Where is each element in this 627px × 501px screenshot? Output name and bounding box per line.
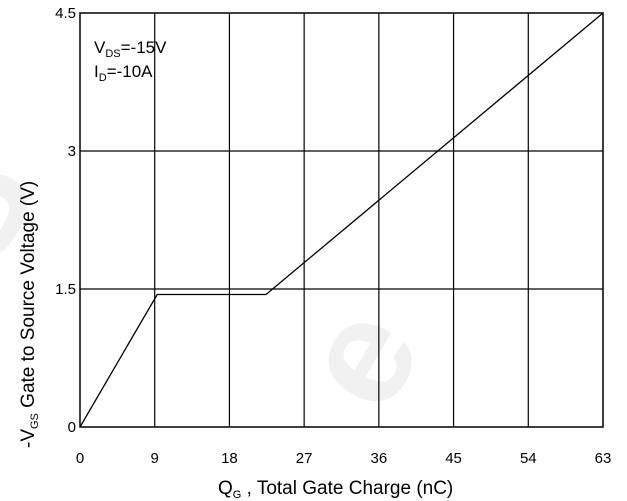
- x-tick-label: 36: [371, 450, 388, 467]
- y-tick-label: 3: [68, 143, 76, 160]
- y-tick-label: 4.5: [55, 5, 76, 22]
- grid-lines: [80, 13, 603, 427]
- x-axis-title: QG , Total Gate Charge (nC): [218, 478, 453, 501]
- y-tick-label: 1.5: [55, 281, 76, 298]
- annotation-id: ID=-10A: [94, 62, 153, 84]
- y-tick-labels: 0 1.5 3 4.5: [55, 5, 76, 436]
- x-tick-labels: 0 9 18 27 36 45 54 63: [76, 450, 612, 467]
- x-tick-label: 18: [221, 450, 238, 467]
- x-tick-label: 63: [595, 450, 612, 467]
- plot-frame: [79, 12, 604, 428]
- watermark: S e: [0, 121, 452, 435]
- annotation-vds: VDS=-15V: [94, 38, 167, 60]
- x-tick-label: 54: [520, 450, 537, 467]
- series-layer: [79, 12, 604, 428]
- x-tick-label: 9: [151, 450, 159, 467]
- x-tick-label: 0: [76, 450, 84, 467]
- x-tick-label: 45: [445, 450, 462, 467]
- y-axis-title: -VGS Gate to Source Voltage (V): [18, 181, 41, 448]
- series-line: [79, 12, 604, 428]
- x-tick-label: 27: [296, 450, 313, 467]
- svg-text:e: e: [265, 278, 452, 434]
- y-tick-label: 0: [68, 419, 76, 436]
